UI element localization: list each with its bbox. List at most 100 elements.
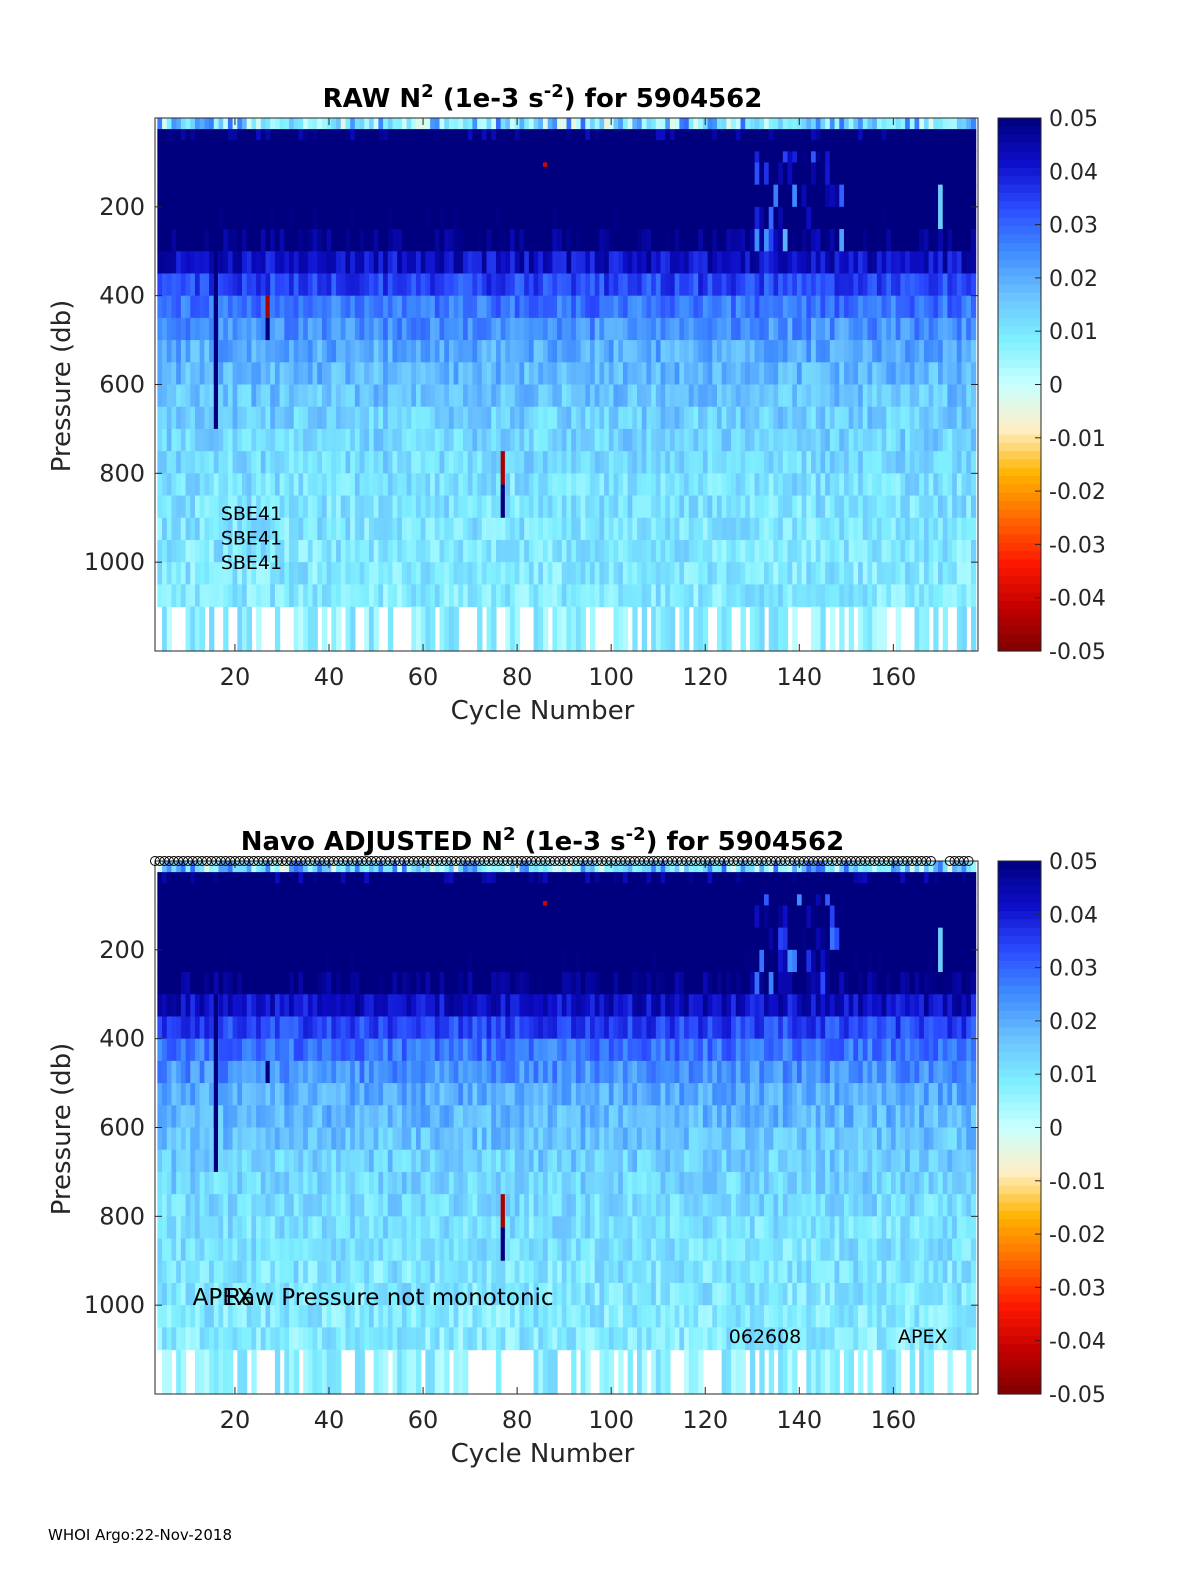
heatmap-cell: [180, 972, 187, 995]
heatmap-cell: [909, 584, 916, 608]
heatmap-cell: [547, 539, 553, 563]
heatmap-cell: [209, 1260, 215, 1284]
heatmap-cell: [166, 1038, 173, 1062]
heatmap-cell: [500, 406, 506, 430]
heatmap-cell: [463, 273, 469, 297]
heatmap-cell: [547, 362, 553, 386]
heatmap-cell: [505, 495, 511, 519]
heatmap-cell: [223, 1238, 229, 1262]
heatmap-cell: [716, 206, 723, 230]
heatmap-cell: [768, 317, 775, 341]
heatmap-cell: [599, 584, 605, 608]
heatmap-cell: [481, 428, 488, 452]
heatmap-cell: [185, 140, 191, 152]
heatmap-cell: [646, 362, 652, 386]
heatmap-cell: [740, 606, 746, 652]
heatmap-cell: [373, 229, 379, 252]
heatmap-cell: [773, 428, 779, 452]
heatmap-cell: [326, 129, 332, 141]
colorbar-segment: [998, 534, 1041, 544]
heatmap-cell: [905, 495, 911, 519]
heatmap-cell: [881, 317, 887, 341]
heatmap-cell: [326, 162, 332, 186]
heatmap-cell: [194, 972, 201, 995]
heatmap-cell: [820, 340, 826, 363]
heatmap-cell: [157, 118, 163, 130]
heatmap-cell: [604, 229, 610, 252]
heatmap-cell: [876, 606, 883, 652]
heatmap-cell: [542, 184, 549, 208]
heatmap-cell: [585, 184, 591, 208]
heatmap-cell: [251, 428, 257, 452]
heatmap-cell: [923, 473, 930, 497]
heatmap-cell: [162, 1083, 168, 1106]
heatmap-cell: [782, 162, 789, 186]
heatmap-cell: [260, 1016, 267, 1040]
heatmap-cell: [858, 539, 864, 563]
heatmap-cell: [660, 451, 666, 474]
heatmap-cell: [909, 140, 916, 152]
heatmap-cell: [655, 229, 662, 252]
heatmap-cell: [641, 118, 648, 130]
heatmap-cell: [364, 584, 370, 608]
heatmap-cell: [312, 162, 318, 186]
heatmap-cell: [947, 451, 953, 474]
heatmap-cell: [891, 229, 897, 252]
heatmap-cell: [538, 295, 544, 319]
heatmap-cell: [862, 184, 869, 208]
heatmap-cell: [194, 1149, 201, 1173]
heatmap-cell: [345, 562, 351, 585]
heatmap-cell: [575, 517, 582, 541]
heatmap-cell: [260, 273, 267, 297]
heatmap-cell: [538, 495, 544, 519]
heatmap-cell: [185, 295, 191, 319]
heatmap-cell: [237, 1327, 243, 1351]
heatmap-cell: [561, 495, 568, 519]
heatmap-cell: [754, 606, 760, 652]
heatmap-cell: [453, 206, 459, 230]
heatmap-cell: [162, 406, 168, 430]
heatmap-cell: [166, 972, 173, 995]
heatmap-cell: [317, 295, 323, 319]
heatmap-cell: [815, 584, 822, 608]
heatmap-cell: [947, 473, 953, 497]
heatmap-cell: [688, 295, 695, 319]
heatmap-cell: [190, 1105, 196, 1129]
heatmap-cell: [246, 473, 253, 497]
heatmap-cell: [458, 451, 464, 474]
heatmap-cell: [966, 206, 972, 230]
heatmap-cell: [364, 273, 370, 297]
heatmap-cell: [698, 317, 704, 341]
heatmap-cell: [505, 295, 511, 319]
heatmap-cell: [759, 406, 765, 430]
heatmap-cell: [909, 118, 916, 130]
colorbar-segment: [998, 426, 1041, 436]
heatmap-cell: [256, 1305, 262, 1328]
heatmap-cell: [434, 428, 441, 452]
heatmap-cell: [232, 894, 238, 907]
heatmap-cell: [157, 340, 163, 363]
heatmap-cell: [274, 362, 281, 386]
heatmap-cell: [707, 151, 713, 164]
heatmap-cell: [637, 451, 643, 474]
heatmap-cell: [166, 473, 173, 497]
heatmap-cell: [684, 317, 690, 341]
heatmap-cell: [444, 451, 450, 474]
heatmap-cell: [368, 229, 375, 252]
heatmap-cell: [439, 362, 445, 386]
heatmap-cell: [909, 362, 916, 386]
heatmap-cells: [157, 861, 977, 1395]
heatmap-cell: [213, 1194, 220, 1217]
heatmap-cell: [209, 140, 215, 152]
heatmap-cell: [571, 340, 577, 363]
heatmap-cell: [162, 1127, 168, 1151]
heatmap-cell: [237, 362, 243, 386]
heatmap-cell: [430, 539, 436, 563]
heatmap-cell: [604, 384, 610, 408]
heatmap-cell: [223, 118, 229, 130]
heatmap-cell: [392, 140, 398, 152]
heatmap-cell: [204, 861, 210, 873]
heatmap-cell: [947, 206, 953, 230]
heatmap-cell: [599, 229, 605, 252]
heatmap-cell: [726, 273, 732, 297]
